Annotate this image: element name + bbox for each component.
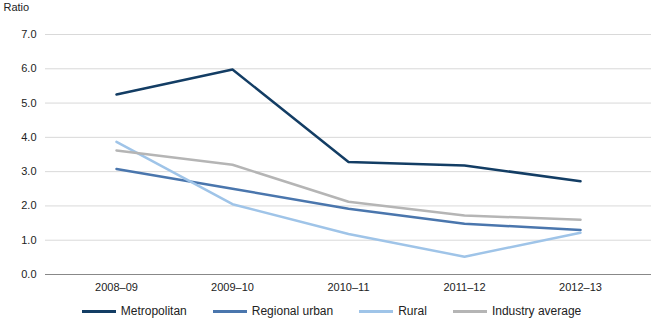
svg-text:2010–11: 2010–11 — [327, 281, 369, 293]
html-text:Regional urban: Regional urban — [251, 304, 334, 318]
svg-text:2012–13: 2012–13 — [559, 281, 602, 293]
html-text:Metropolitan: Metropolitan — [120, 304, 187, 318]
svg-text:5.0: 5.0 — [21, 97, 36, 109]
svg-text:6.0: 6.0 — [21, 62, 36, 74]
svg-text:2011–12: 2011–12 — [443, 281, 485, 293]
html-text:Industry average: Industry average — [491, 304, 582, 318]
svg-text:2.0: 2.0 — [21, 199, 36, 211]
svg-text:4.0: 4.0 — [21, 131, 36, 143]
svg-text:Ratio: Ratio — [4, 1, 30, 13]
svg-text:1.0: 1.0 — [21, 234, 36, 246]
svg-text:2008–09: 2008–09 — [95, 281, 138, 293]
svg-text:3.0: 3.0 — [21, 165, 36, 177]
svg-text:2009–10: 2009–10 — [211, 281, 254, 293]
svg-text:7.0: 7.0 — [21, 28, 36, 40]
html-text:Rural: Rural — [398, 304, 427, 318]
svg-text:0.0: 0.0 — [21, 268, 36, 280]
